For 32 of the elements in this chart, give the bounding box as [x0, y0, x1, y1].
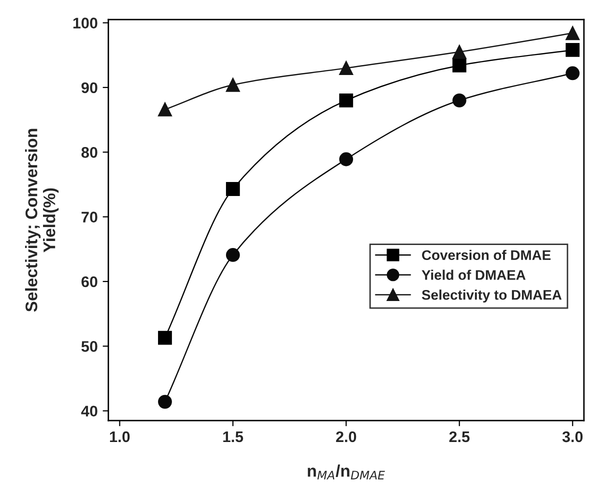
x-axis-title: n$_{MA}$/n$_{DMAE}$ [308, 464, 385, 480]
y-tick-label: 100 [73, 18, 98, 28]
point [339, 93, 354, 108]
point [452, 93, 466, 108]
point [158, 102, 172, 116]
point [226, 78, 240, 92]
point [226, 182, 240, 196]
x-tick-label: 2.5 [449, 431, 470, 442]
y-tick-label: 60 [82, 276, 98, 288]
x-tick-label: 1.0 [110, 431, 130, 442]
point [566, 66, 580, 80]
point [452, 44, 466, 59]
legend-label: Coversion of DMAE [422, 250, 551, 260]
y-tick-label: 70 [82, 212, 98, 222]
point [339, 61, 354, 76]
y-tick-label: 80 [81, 147, 98, 158]
legend-label: Yield of DMAEA [422, 270, 526, 280]
y-axis-title: Selectivity; Conversion Yield(%) [25, 128, 59, 312]
x-tick-label: 1.5 [223, 432, 244, 442]
point [566, 43, 580, 57]
point [158, 394, 172, 409]
point [226, 248, 240, 262]
y-tick-label: 90 [81, 82, 98, 94]
y-tick-label: 40 [81, 406, 98, 417]
point [566, 26, 580, 40]
point [339, 152, 354, 166]
point [452, 58, 466, 72]
legend-label: Selectivity to DMAEA [422, 290, 562, 303]
point [158, 330, 172, 345]
x-tick-label: 3.0 [562, 431, 583, 442]
x-tick-label: 2.0 [336, 431, 356, 442]
y-tick-label: 50 [81, 341, 98, 352]
